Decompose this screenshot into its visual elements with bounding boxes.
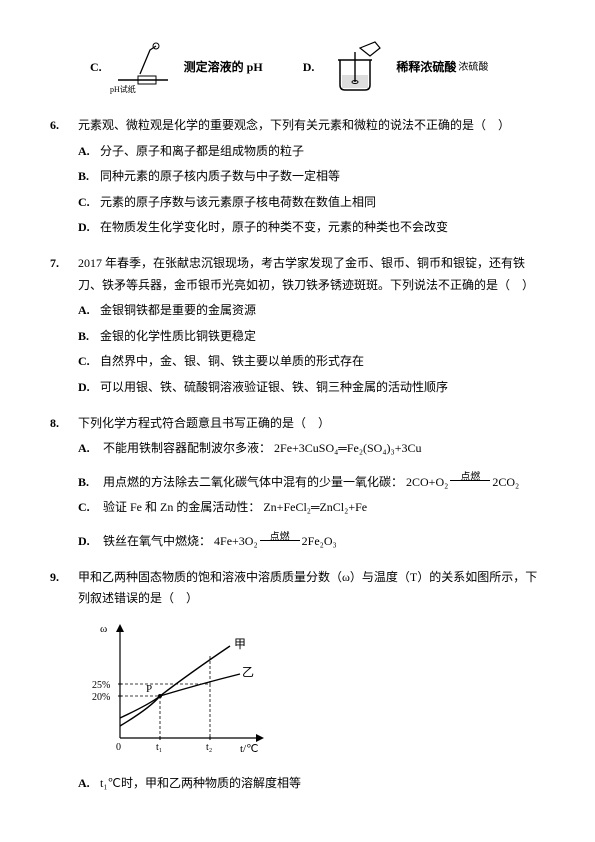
ignite-arrow-icon <box>260 540 300 541</box>
question-9: 9. 甲和乙两种固态物质的饱和溶液中溶质质量分数（ω）与温度（T）的关系如图所示… <box>50 567 545 795</box>
ph-paper-diagram: pH试纸 <box>108 40 178 95</box>
point-p-label: P <box>146 683 152 695</box>
question-7: 7. 2017 年春季，在张献忠沉银现场，考古学家发现了金币、银币、铜币和银锭，… <box>50 253 545 399</box>
chart-ytick-25: 25% <box>92 680 110 691</box>
option-d-text: 稀释浓硫酸 <box>396 57 456 79</box>
option-c-text: 测定溶液的 pH <box>184 57 263 79</box>
q6-text: 元素观、微粒观是化学的重要观念，下列有关元素和微粒的说法不正确的是（ ） <box>78 115 545 137</box>
q7-opt-d: D.可以用银、铁、硫酸铜溶液验证银、铁、铜三种金属的活动性顺序 <box>78 377 545 399</box>
chart-x-label: t/℃ <box>240 743 258 755</box>
option-c-label: C. <box>90 57 102 79</box>
q7-opt-c: C.自然界中，金、银、铜、铁主要以单质的形式存在 <box>78 351 545 373</box>
q8-opt-c: C. 验证 Fe 和 Zn 的金属活动性： Zn+FeCl₂═ZnCl₂+Fe <box>78 497 545 519</box>
q8-opt-d: D. 铁丝在氧气中燃烧： 4Fe+3O₂2Fe₂O₃ <box>78 531 545 553</box>
q6-num: 6. <box>50 115 78 137</box>
q7-opt-b: B.金银的化学性质比铜铁更稳定 <box>78 326 545 348</box>
dilute-acid-diagram <box>320 40 390 95</box>
question-8: 8. 下列化学方程式符合题意且书写正确的是（ ） A. 不能用铁制容器配制波尔多… <box>50 413 545 553</box>
ignite-arrow-icon <box>450 480 490 481</box>
q7-num: 7. <box>50 253 78 296</box>
acid-caption: 浓硫酸 <box>458 59 488 77</box>
q6-opt-c: C.元素的原子序数与该元素原子核电荷数在数值上相同 <box>78 192 545 214</box>
curve-yi-label: 乙 <box>242 665 254 679</box>
q6-opt-b: B.同种元素的原子核内质子数与中子数一定相等 <box>78 166 545 188</box>
option-c-block: C. pH试纸 测定溶液的 pH <box>90 40 263 95</box>
q8-text: 下列化学方程式符合题意且书写正确的是（ ） <box>78 413 545 435</box>
q6-opt-d: D.在物质发生化学变化时，原子的种类不变，元素的种类也不会改变 <box>78 217 545 239</box>
q9-text: 甲和乙两种固态物质的饱和溶液中溶质质量分数（ω）与温度（T）的关系如图所示，下列… <box>78 567 545 610</box>
question-6: 6. 元素观、微粒观是化学的重要观念，下列有关元素和微粒的说法不正确的是（ ） … <box>50 115 545 239</box>
chart-ytick-20: 20% <box>92 692 110 703</box>
curve-jia <box>120 646 230 726</box>
chart-xtick-0: 0 <box>116 742 121 753</box>
q8-opt-a: A. 不能用铁制容器配制波尔多液： 2Fe+3CuSO₄═Fe₂(SO₄)₃+3… <box>78 438 545 460</box>
option-d-label: D. <box>303 57 315 79</box>
chart-y-label: ω <box>100 623 107 635</box>
solubility-chart: ω t/℃ 25% 20% 0 t₁ t₂ 甲 乙 <box>90 618 545 766</box>
chart-xtick-t2: t₂ <box>206 742 212 753</box>
solubility-chart-svg: ω t/℃ 25% 20% 0 t₁ t₂ 甲 乙 <box>90 618 270 758</box>
q8-num: 8. <box>50 413 78 435</box>
options-cd-row: C. pH试纸 测定溶液的 pH D. 稀释浓硫酸 浓硫酸 <box>90 40 545 95</box>
q9-num: 9. <box>50 567 78 610</box>
q7-opt-a: A.金银铜铁都是重要的金属资源 <box>78 300 545 322</box>
ph-paper-caption: pH试纸 <box>110 84 136 94</box>
q7-text: 2017 年春季，在张献忠沉银现场，考古学家发现了金币、银币、铜币和银锭，还有铁… <box>78 253 545 296</box>
curve-jia-label: 甲 <box>234 637 246 651</box>
q9-opt-a: A.t₁℃时，甲和乙两种物质的溶解度相等 <box>78 773 545 795</box>
q6-opt-a: A.分子、原子和离子都是组成物质的粒子 <box>78 141 545 163</box>
option-d-block: D. 稀释浓硫酸 <box>303 40 457 95</box>
chart-xtick-t1: t₁ <box>156 742 162 753</box>
q8-opt-b: B. 用点燃的方法除去二氧化碳气体中混有的少量一氧化碳： 2CO+O₂2CO₂ <box>78 472 545 494</box>
